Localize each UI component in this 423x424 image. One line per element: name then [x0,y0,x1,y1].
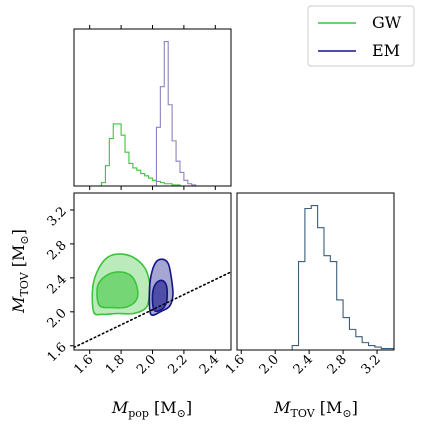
tick-label: 2.4 [45,272,70,297]
hist-mtov-bin [311,206,317,350]
hist-mtov-bin [369,346,375,350]
mtov-marginal-histogram [253,205,394,350]
x-axis-title-mpop: Mpop [M⊙] [111,398,192,420]
hist-gw-bin [145,176,149,186]
tick-label: 2.0 [257,352,282,377]
tick-label: 2.8 [45,238,70,263]
hist-gw-bin [113,124,117,186]
hist-mtov-bin [362,343,368,350]
tick-label: 2.0 [134,352,159,377]
hist-mtov-bin [318,228,324,350]
axis-ticks [70,25,378,354]
joint-contour-panel [74,253,231,349]
legend: GW EM [307,5,415,67]
reference-line [74,271,231,349]
tick-label: 1.8 [103,352,128,377]
tick-label: 3.2 [359,352,384,377]
hist-gw-bin [105,166,109,186]
mpop-marginal-histograms [74,41,231,186]
hist-gw-bin [156,181,160,186]
hist-em-bin [184,180,188,186]
tick-label: 2.4 [197,352,222,377]
hist-mtov-bin [337,300,343,350]
hist-mtov-bin [292,346,298,350]
hist-em-bin [176,161,180,186]
hist-gw-bin [141,174,145,186]
hist-mtov-bin [343,318,349,350]
x-axis-title-mtov: MTOV [M⊙] [273,398,358,420]
gw-contour-inner [96,271,139,309]
hist-em-bin [156,127,160,186]
hist-mtov-bin [305,209,311,350]
tick-label: 1.6 [45,340,70,365]
tick-label: 3.2 [45,204,70,229]
hist-em-bin [180,172,184,186]
tick-label: 2.4 [291,352,316,377]
hist-gw-bin [121,135,125,186]
tick-label: 2.0 [45,306,70,331]
panel-mpop-frame [73,28,232,187]
legend-label-gw: GW [372,13,402,32]
hist-gw-bin [137,170,141,186]
hist-em [74,41,231,186]
hist-em-bin [168,105,172,186]
tick-label: 1.6 [223,352,248,377]
hist-gw-bin [153,180,157,186]
hist-mtov-bin [349,329,355,350]
hist-gw-bin [149,178,153,186]
hist-gw-bin [133,168,137,186]
hist-mtov-bin [324,256,330,350]
hist-mtov-bin [330,262,336,350]
tick-label: 1.6 [71,352,96,377]
hist-gw-step [74,123,231,186]
hist-gw-bin [129,163,133,186]
hist-em-bin [160,87,164,186]
panel-mtov-frame [236,192,395,351]
hist-em-bin [164,42,168,186]
hist-mtov-bin [299,262,305,350]
tick-label: 2.8 [325,352,350,377]
y-axis-title-mtov: MTOV [M⊙] [9,229,31,314]
hist-gw-bin [125,152,129,186]
hist-em-step [74,41,231,186]
hist-mtov-bin [356,337,362,350]
hist-em-bin [172,141,176,186]
hist-gw-bin [117,124,121,186]
legend-label-em: EM [372,41,400,60]
hist-mtov-step [253,205,394,350]
hist-gw [74,123,231,186]
hist-gw-bin [109,139,113,186]
tick-label: 2.2 [165,352,190,377]
